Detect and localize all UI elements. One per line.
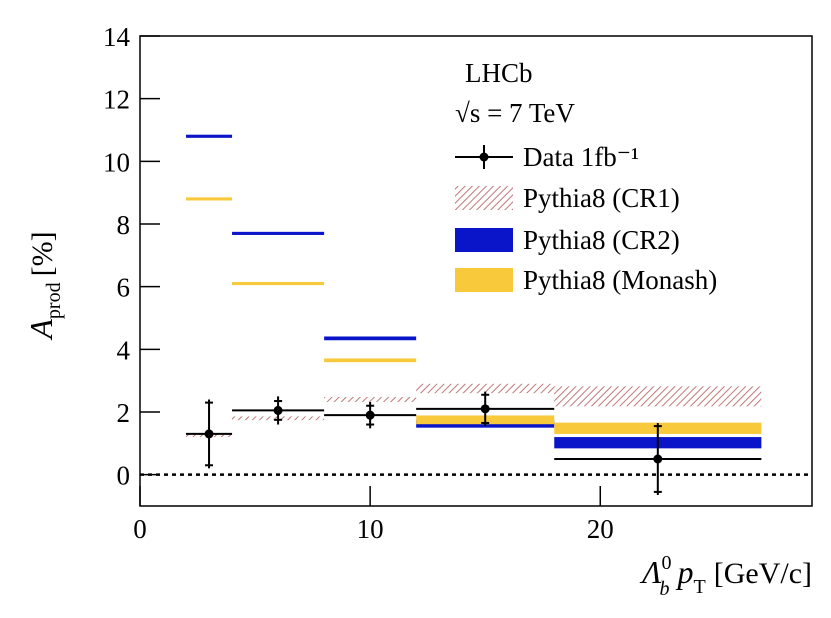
mc-band <box>232 231 325 235</box>
y-axis-label: Aprod[%] <box>23 231 65 340</box>
mc-band <box>324 396 417 402</box>
y-tick-label: 2 <box>117 398 131 428</box>
y-tick-label: 0 <box>117 461 131 491</box>
y-tick-label: 8 <box>117 210 131 240</box>
legend-marker <box>479 152 489 162</box>
mc-band <box>554 386 762 407</box>
mc-band <box>324 336 417 341</box>
data-point <box>273 405 283 415</box>
y-tick-label: 6 <box>117 273 131 303</box>
data-point <box>653 454 663 464</box>
legend-label: Pythia8 (CR1) <box>523 183 680 213</box>
y-tick-label: 12 <box>103 85 130 115</box>
mc-band <box>186 197 233 201</box>
plot-frame <box>139 35 813 507</box>
mc-band <box>186 134 233 138</box>
mc-band <box>232 281 325 286</box>
data-point <box>480 404 490 414</box>
y-tick-label: 4 <box>117 335 131 365</box>
legend-marker <box>455 186 513 210</box>
x-axis-label: Λ0 b pT [GeV/c] <box>639 552 812 600</box>
data-point <box>204 429 214 439</box>
legend-label: Pythia8 (CR2) <box>523 225 680 255</box>
y-tick-label: 10 <box>103 147 130 177</box>
legend-label: Pythia8 (Monash) <box>523 265 717 295</box>
legend-marker <box>455 228 513 252</box>
annotation: √s = 7 TeV <box>455 98 575 128</box>
annotation: LHCb <box>465 58 533 88</box>
x-tick-label: 10 <box>357 514 384 544</box>
mc-band <box>324 358 417 363</box>
legend-marker <box>455 268 513 292</box>
mc-band <box>416 383 555 394</box>
x-tick-label: 20 <box>587 514 614 544</box>
data-point <box>365 410 375 420</box>
x-tick-label: 0 <box>133 514 147 544</box>
y-tick-label: 14 <box>103 22 131 52</box>
legend-label: Data 1fb⁻¹ <box>523 142 639 172</box>
